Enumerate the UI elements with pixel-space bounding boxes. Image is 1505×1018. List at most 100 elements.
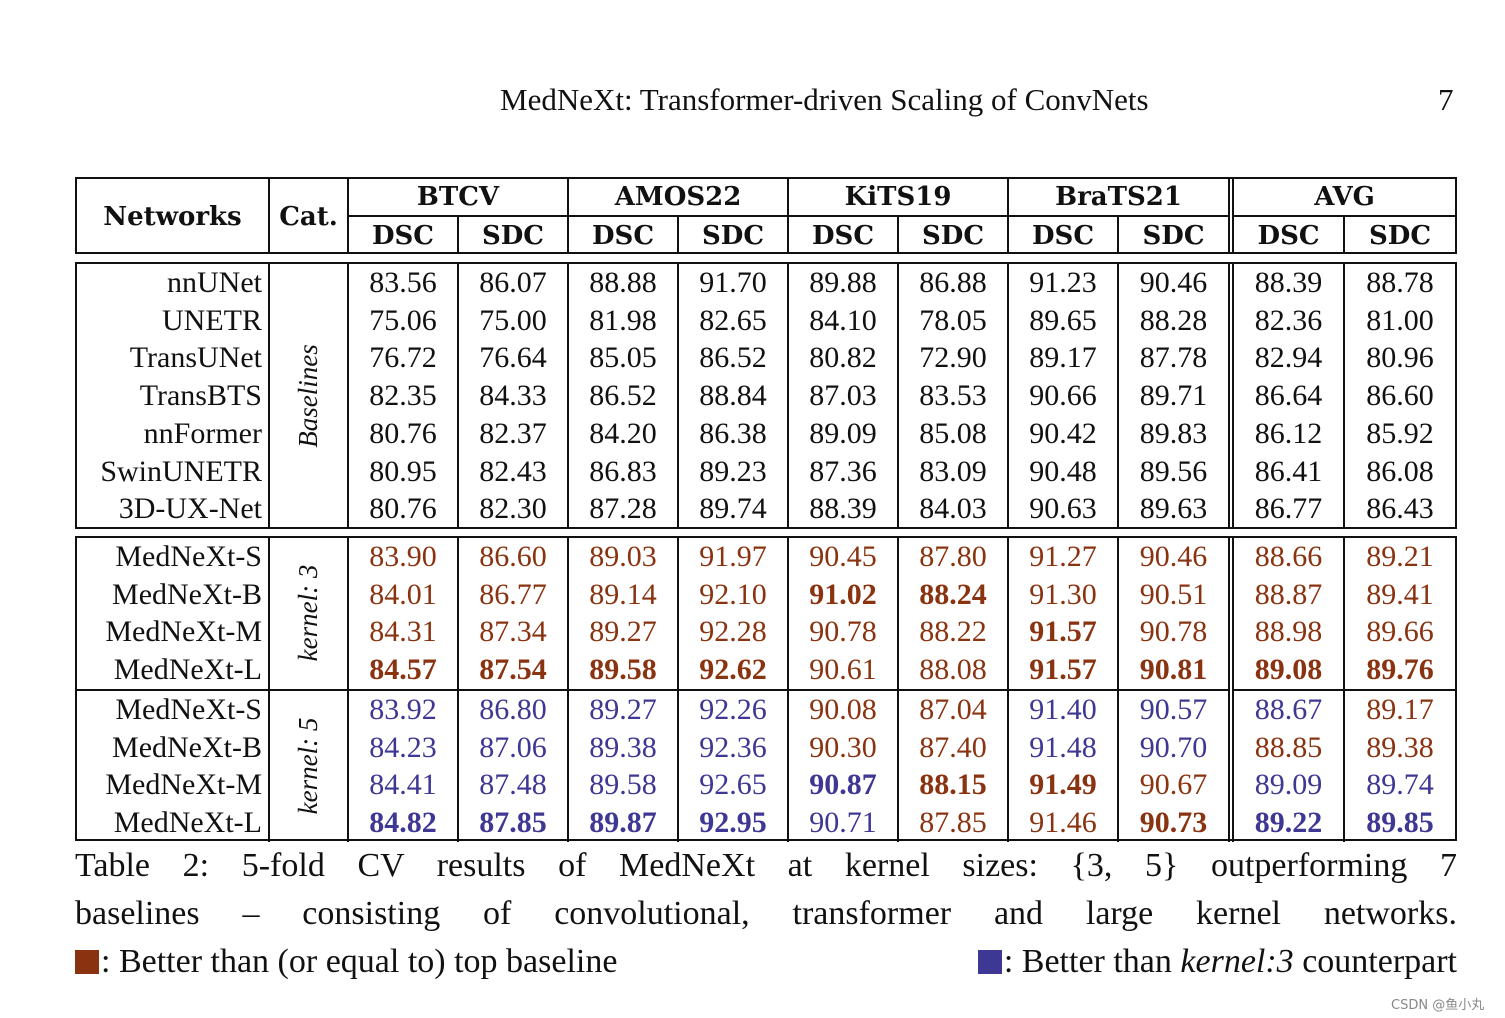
table-row: MedNeXt-S kernel: 5 83.92 86.80 89.27 92.26 90… [77, 688, 1455, 842]
table-cell: 90.87 [787, 766, 898, 804]
header-group-amos22: AMOS22 [567, 179, 789, 217]
table-cell: 91.23 [1007, 264, 1118, 302]
table-cell: 76.72 [347, 339, 458, 378]
table-cell: 86.38 [677, 414, 788, 453]
header-metric: SDC [897, 215, 1009, 254]
table-row: nnFormer 80.76 82.37 84.20 86.38 89.09 85.08 90… [77, 414, 1455, 453]
table-cell: 82.37 [457, 414, 568, 453]
table-cell: 90.45 [787, 538, 898, 576]
table-cell: 91.40 [1007, 688, 1118, 729]
table-cell: 89.27 [567, 613, 678, 652]
header-group-brats21: BraTS21 [1007, 179, 1232, 217]
network-name: MedNeXt-S [77, 688, 269, 729]
table-cell: 90.66 [1007, 377, 1118, 415]
table-cell: 89.88 [787, 264, 898, 302]
table-row: TransBTS 82.35 84.33 86.52 88.84 87.03 83.53 90… [77, 377, 1455, 415]
table-cell: 88.85 [1228, 728, 1344, 767]
table-cell: 87.78 [1117, 339, 1231, 378]
table-cell: 87.85 [457, 803, 568, 842]
table-row: MedNeXt-L 84.57 87.54 89.58 92.62 90.61 88.08 9… [77, 651, 1455, 690]
table-cell: 90.48 [1007, 452, 1118, 491]
table-cell: 88.78 [1343, 264, 1455, 302]
table-cell: 91.70 [677, 264, 788, 302]
table-cell: 88.84 [677, 377, 788, 415]
table-cell: 92.10 [677, 575, 788, 614]
network-name: MedNeXt-B [112, 577, 262, 611]
network-name: MedNeXt-B [112, 730, 262, 764]
table-cell: 88.28 [1117, 301, 1231, 340]
header-metric: DSC [1228, 215, 1345, 254]
table-cell: 88.08 [897, 651, 1008, 690]
table-cell: 80.76 [347, 490, 458, 528]
table-cell: 91.57 [1007, 613, 1118, 652]
table-row: MedNeXt-B 84.23 87.06 89.38 92.36 90.30 87.40 9… [77, 728, 1455, 767]
table-cell: 89.83 [1117, 414, 1231, 453]
header-metric: DSC [567, 215, 679, 254]
header-metric: DSC [1007, 215, 1119, 254]
table-cell: 89.27 [567, 688, 678, 729]
network-name: nnUNet [167, 266, 262, 299]
table-cell: 86.43 [1343, 490, 1455, 528]
legend-blue: : Better than kernel:3 counterpart [977, 938, 1457, 986]
table-row: nnUNet Baselines 83.56 86.07 88.88 91.70 89.88… [77, 264, 1455, 528]
table-cell: 76.64 [457, 339, 568, 378]
table-cell: 89.74 [677, 490, 788, 528]
table-cell: 91.57 [1007, 651, 1118, 690]
table-cell: 90.42 [1007, 414, 1118, 453]
network-name: MedNeXt-L [113, 805, 262, 839]
table-cell: 90.81 [1117, 651, 1231, 690]
table-cell: 83.92 [347, 688, 458, 729]
table-cell: 83.90 [347, 538, 458, 576]
category-text: kernel: 3 [292, 565, 323, 662]
table-cell: 90.46 [1117, 538, 1231, 576]
table-cell: 89.66 [1343, 613, 1455, 652]
header-metric: DSC [787, 215, 899, 254]
table-row: MedNeXt-B 84.01 86.77 89.14 92.10 91.02 88.24 9… [77, 575, 1455, 614]
table-cell: 88.39 [787, 490, 898, 528]
table-cell: 86.08 [1343, 452, 1455, 491]
table-cell: 88.39 [1228, 264, 1344, 302]
category-text: kernel: 5 [292, 717, 323, 815]
table-cell: 86.07 [457, 264, 568, 302]
table-cell: 89.56 [1117, 452, 1231, 491]
table-cell: 85.05 [567, 339, 678, 378]
header-networks: Networks [103, 201, 242, 232]
table-cell: 87.36 [787, 452, 898, 491]
legend-brown: : Better than (or equal to) top baseline [75, 938, 617, 986]
running-head: MedNeXt: Transformer-driven Scaling of C… [500, 82, 1149, 117]
table-cell: 84.10 [787, 301, 898, 340]
table-cell: 90.61 [787, 651, 898, 690]
table-caption: Table 2: 5-fold CV results of MedNeXt at… [75, 842, 1457, 986]
table-cell: 89.63 [1117, 490, 1231, 528]
table-cell: 89.74 [1343, 766, 1455, 804]
table-cell: 86.41 [1228, 452, 1344, 491]
mednext-block: MedNeXt-S kernel: 3 83.90 86.60 89.03 91.97 90… [75, 536, 1457, 842]
table-cell: 91.27 [1007, 538, 1118, 576]
table-cell: 88.66 [1228, 538, 1344, 576]
table-cell: 88.87 [1228, 575, 1344, 614]
table-cell: 80.96 [1343, 339, 1455, 378]
caption-line-1: Table 2: 5-fold CV results of MedNeXt at… [75, 847, 1457, 884]
category-label: kernel: 5 [268, 688, 348, 842]
header-group-btcv: BTCV [346, 179, 569, 217]
table-cell: 91.46 [1007, 803, 1118, 842]
table-cell: 87.85 [897, 803, 1008, 842]
table-cell: 89.76 [1343, 651, 1455, 690]
table-cell: 90.73 [1117, 803, 1231, 842]
table-cell: 89.85 [1343, 803, 1455, 842]
table-cell: 92.95 [677, 803, 788, 842]
table-cell: 90.67 [1117, 766, 1231, 804]
table-cell: 84.23 [347, 728, 458, 767]
table-cell: 84.20 [567, 414, 678, 453]
network-name: UNETR [162, 303, 262, 337]
table-cell: 86.80 [457, 688, 568, 729]
table-cell: 82.36 [1228, 301, 1344, 340]
table-cell: 86.83 [567, 452, 678, 491]
table-cell: 72.90 [897, 339, 1008, 378]
network-name: TransBTS [139, 379, 262, 413]
table-cell: 92.26 [677, 688, 788, 729]
table-cell: 75.06 [347, 301, 458, 340]
header-metric: SDC [677, 215, 789, 254]
table-row: TransUNet 76.72 76.64 85.05 86.52 80.82 72.90 8… [77, 339, 1455, 378]
table-cell: 88.22 [897, 613, 1008, 652]
